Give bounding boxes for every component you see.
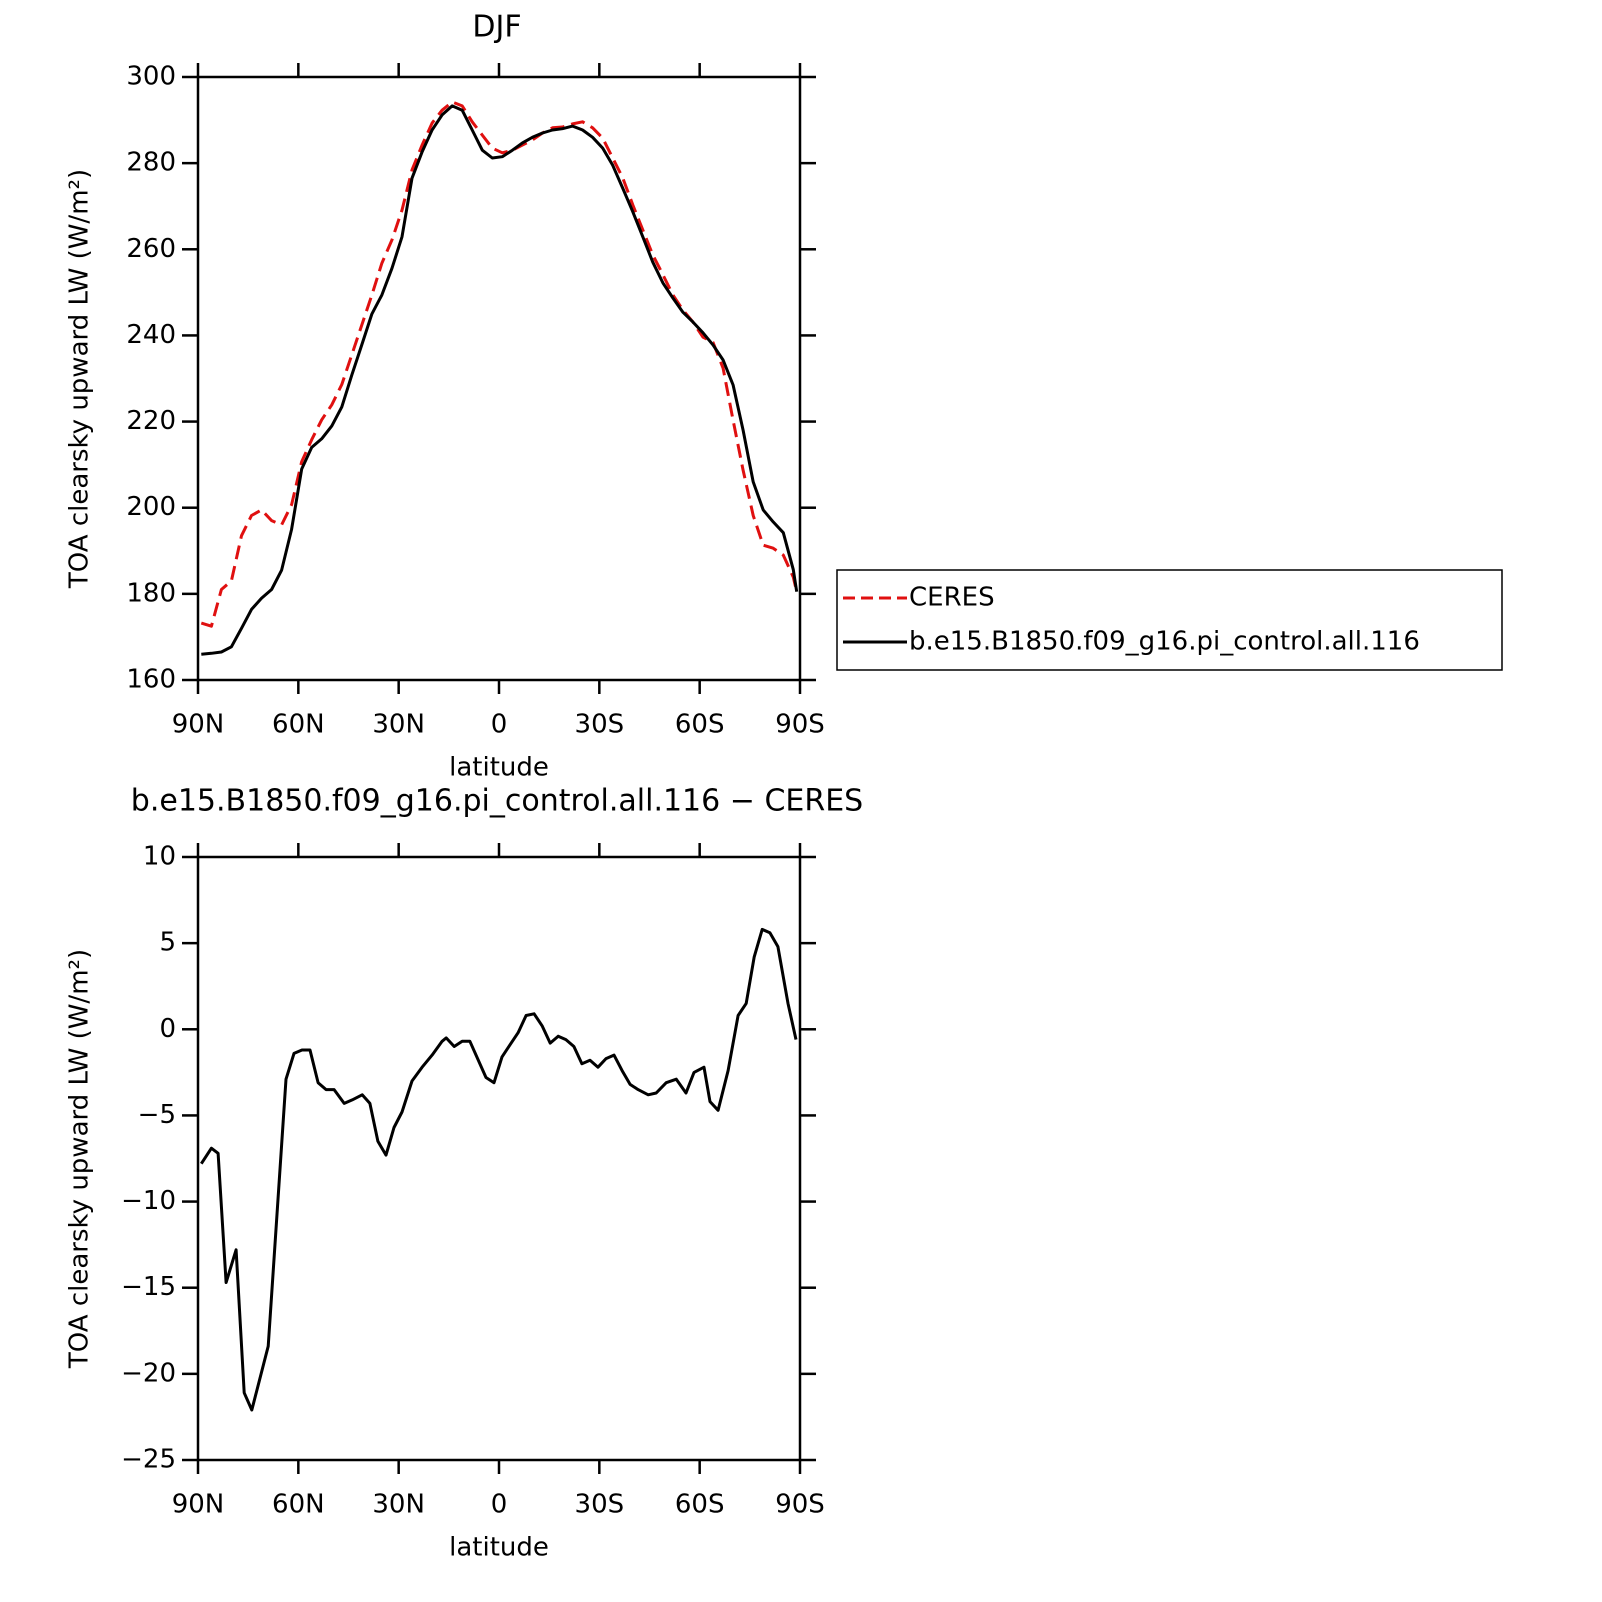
chart-title: b.e15.B1850.f09_g16.pi_control.all.116 −… xyxy=(131,784,863,819)
y-tick-label: 220 xyxy=(126,406,176,436)
legend-label: CERES xyxy=(909,583,995,613)
x-tick-label: 90N xyxy=(172,710,225,740)
x-axis-title: latitude xyxy=(449,753,549,783)
y-tick-label: −5 xyxy=(138,1100,176,1130)
plot-frame xyxy=(196,75,802,682)
x-tick-label: 30S xyxy=(575,710,625,740)
y-tick-label: 260 xyxy=(126,234,176,264)
x-tick-label: 90S xyxy=(775,1490,825,1520)
x-tick-label: 0 xyxy=(491,1490,508,1520)
y-tick-label: 5 xyxy=(159,928,176,958)
legend-box xyxy=(836,569,1503,671)
y-tick-label: 10 xyxy=(143,842,176,872)
y-axis-title: TOA clearsky upward LW (W/m²) xyxy=(65,949,95,1369)
data-line xyxy=(200,927,798,1412)
x-tick-label: 90S xyxy=(775,710,825,740)
x-tick-label: 60N xyxy=(272,710,325,740)
x-tick-label: 60S xyxy=(675,1490,725,1520)
plot-frame xyxy=(196,855,802,1462)
x-tick-label: 30N xyxy=(372,1490,425,1520)
y-tick-label: 0 xyxy=(159,1014,176,1044)
y-tick-label: 180 xyxy=(126,578,176,608)
y-tick-label: 200 xyxy=(126,492,176,522)
y-tick-label: −20 xyxy=(121,1358,176,1388)
y-tick-label: −10 xyxy=(121,1186,176,1216)
x-tick-label: 90N xyxy=(172,1490,225,1520)
y-tick-label: 300 xyxy=(126,62,176,92)
x-tick-label: 60S xyxy=(675,710,725,740)
chart-title: DJF xyxy=(472,10,521,45)
y-tick-label: 280 xyxy=(126,148,176,178)
data-line xyxy=(201,104,799,656)
x-tick-label: 0 xyxy=(491,710,508,740)
x-tick-label: 30S xyxy=(575,1490,625,1520)
legend-label: b.e15.B1850.f09_g16.pi_control.all.116 xyxy=(909,627,1420,657)
y-tick-label: −15 xyxy=(121,1272,176,1302)
data-line xyxy=(200,100,799,628)
y-axis-title: TOA clearsky upward LW (W/m²) xyxy=(65,169,95,589)
x-tick-label: 60N xyxy=(272,1490,325,1520)
y-tick-label: 160 xyxy=(126,665,176,695)
y-tick-label: −25 xyxy=(121,1445,176,1475)
y-tick-label: 240 xyxy=(126,320,176,350)
x-tick-label: 30N xyxy=(372,710,425,740)
x-axis-title: latitude xyxy=(449,1533,549,1563)
